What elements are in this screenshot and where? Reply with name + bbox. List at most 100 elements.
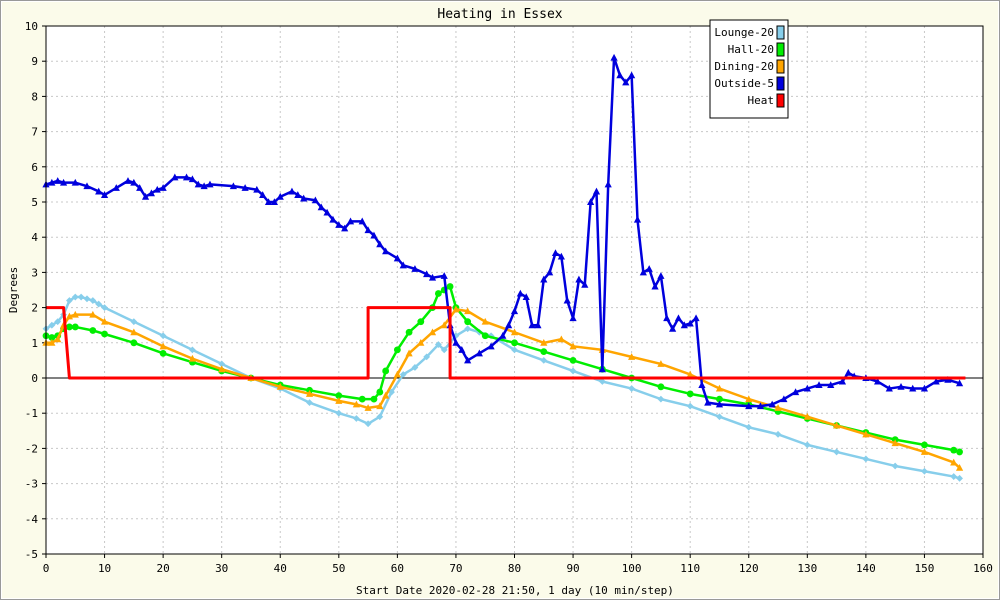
outside-5-point [592,187,601,195]
outside-5-point [200,182,208,190]
hall-20-point [376,388,384,396]
outside-5-point [955,379,964,387]
tick-labels: 0 10 20 30 40 50 60 70 80 90 100 110 120 130 140 150 160… [25,20,993,575]
dining-20-point [862,430,870,438]
outside-5-point [194,180,202,188]
hall-20-point [48,334,56,341]
y-tick-label: -1 [25,407,38,420]
dining-20-point [89,310,97,318]
outside-5-point [932,377,940,385]
outside-5-point [669,324,677,332]
legend-label-lounge-20: Lounge-20 [714,26,774,39]
outside-5-point [364,226,372,234]
outside-5-point [54,177,62,184]
outside-5-point [885,384,893,392]
outside-5-point [464,356,472,364]
outside-5-point [458,346,466,353]
outside-5-point [563,296,571,304]
x-tick-label: 40 [274,562,287,575]
y-tick-label: 6 [31,161,38,174]
dining-20-point [950,458,958,466]
outside-5-point [393,254,401,262]
dining-20-point [382,391,390,399]
legend-swatch-hall-20 [776,42,785,57]
lounge-20-point [335,409,343,417]
y-tick-label: -3 [25,478,38,491]
lounge-20-point [628,385,636,392]
hall-20-point [66,323,73,331]
outside-5-point [264,198,273,205]
dining-20-point [745,395,753,403]
outside-5-point [680,321,688,329]
lounge-20-point [189,346,196,354]
lounge-20-point [774,430,782,438]
lounge-20-point [218,360,226,368]
outside-5-point [100,191,109,198]
legend-label-outside-5: Outside-5 [714,77,774,90]
lounge-20-point [440,346,448,354]
dining-20-point [686,370,694,378]
lounge-20-point [434,341,442,348]
lounge-20-point [54,318,62,326]
hall-20-point [335,392,343,399]
outside-5-point [505,321,513,329]
lounge-20-point [950,473,958,480]
outside-5-point [698,381,706,389]
lounge-20-point [745,423,753,431]
outside-5-point [897,383,905,390]
outside-5-point [95,187,103,195]
y-tick-label: 1 [31,337,38,350]
outside-5-point [510,307,519,315]
x-tick-label: 50 [332,562,345,575]
outside-5-point [581,280,589,288]
legend-swatch-heat [776,93,785,108]
outside-5-point [300,194,308,202]
lounge-20-point [956,474,963,482]
legend-box [709,19,789,119]
dining-20-point [48,339,56,346]
dining-20-point [188,354,197,362]
hall-20-point [921,441,928,449]
outside-5-point [528,321,536,329]
outside-5-point [499,331,507,339]
dining-20-point [440,321,448,329]
y-tick-label: -4 [25,513,39,526]
lounge-20-point [399,371,407,378]
outside-5-point [346,217,355,225]
lounge-20-point [686,402,694,410]
dining-20-point [803,412,811,420]
outside-5-point [756,402,765,410]
dining-20-point [130,328,138,336]
hall-20-point [101,330,108,338]
hall-20-point [657,383,665,391]
outside-5-point [411,265,419,272]
outside-5-point [124,177,132,184]
outside-5-point [633,215,642,223]
hall-20-point [540,348,548,355]
outside-5-point [358,217,366,225]
legend-swatch-outside-5 [776,76,785,91]
dining-20-line [46,308,961,469]
dining-20-point [65,312,74,320]
lounge-20-point [130,318,138,326]
outside-5-point [557,252,565,260]
outside-5-point [622,78,630,86]
outside-5-point [399,261,407,269]
outside-5-point [610,53,618,61]
lounge-20-point [540,357,548,364]
legend-label-dining-20: Dining-20 [714,60,774,73]
x-tick-label: 80 [508,562,521,575]
outside-5-point [587,198,595,205]
x-tick-label: 110 [680,562,700,575]
outside-5-point [382,247,390,255]
lounge-20-point [921,467,928,475]
outside-5-point [317,203,325,211]
y-tick-label: 5 [31,196,38,209]
outside-5-point [803,384,811,392]
dining-20-point [218,365,226,373]
lounge-20-point [159,332,167,340]
dining-20-point [54,335,62,343]
lounge-20-point [716,413,723,421]
y-tick-label: 10 [25,20,38,33]
dining-20-point [481,317,489,325]
